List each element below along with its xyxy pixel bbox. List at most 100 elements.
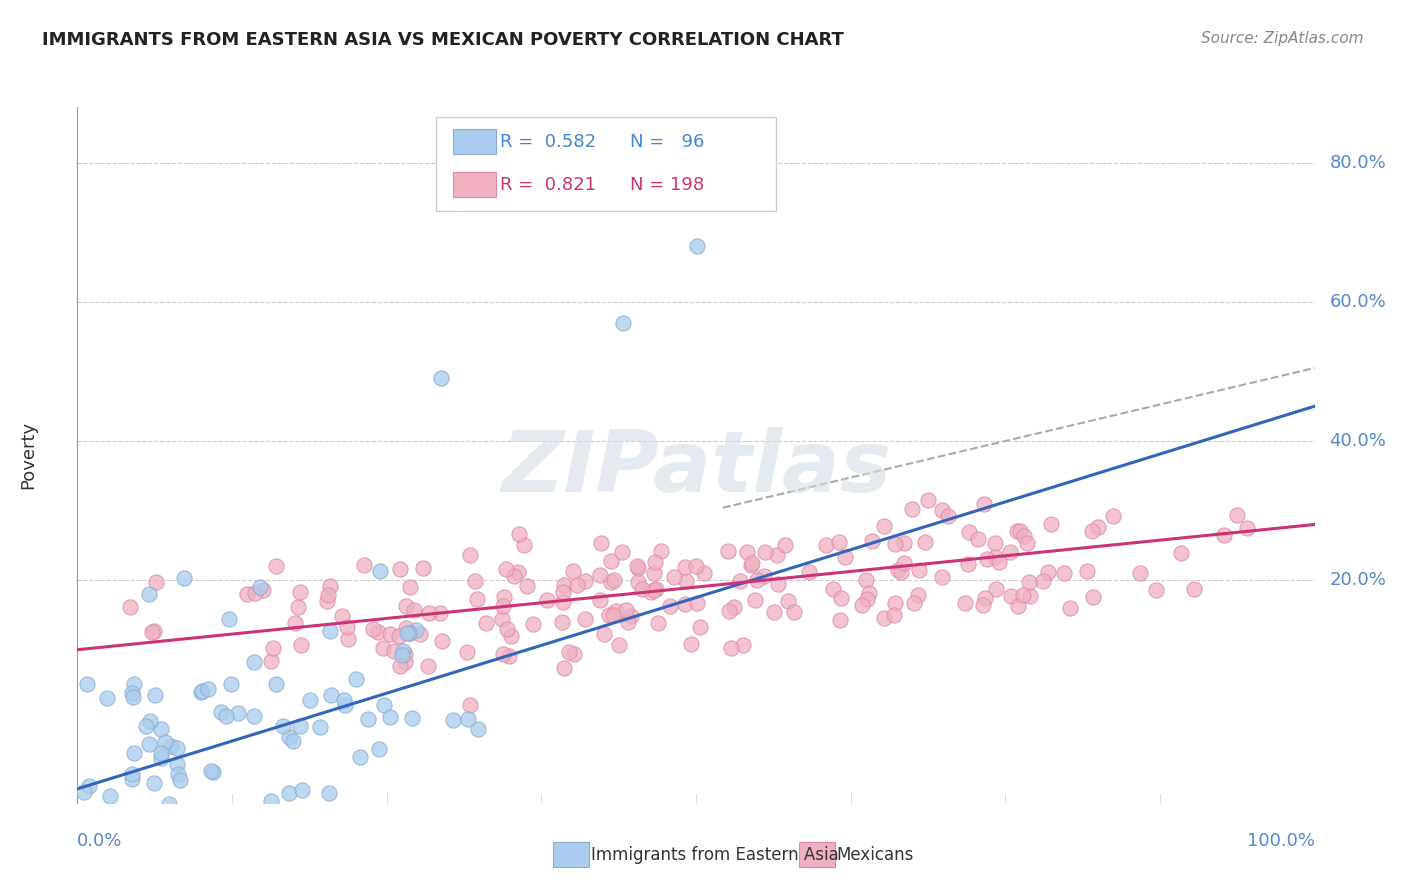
FancyBboxPatch shape bbox=[454, 129, 495, 154]
Point bbox=[1182, 582, 1205, 597]
Point bbox=[614, 603, 637, 617]
Point bbox=[720, 641, 742, 656]
Point bbox=[112, 853, 135, 867]
Point bbox=[498, 649, 520, 664]
Point bbox=[814, 538, 837, 552]
Text: N =   96: N = 96 bbox=[630, 133, 704, 151]
Point bbox=[1059, 601, 1081, 615]
Point bbox=[73, 836, 96, 850]
Point bbox=[603, 574, 626, 588]
Point bbox=[243, 709, 266, 723]
Point bbox=[86, 835, 108, 849]
Point bbox=[388, 562, 411, 576]
Point bbox=[367, 624, 389, 639]
Point bbox=[689, 620, 711, 634]
Point bbox=[589, 593, 612, 607]
Point bbox=[593, 627, 616, 641]
Point bbox=[236, 587, 259, 601]
Point bbox=[553, 584, 575, 599]
Point bbox=[887, 563, 910, 577]
Point bbox=[335, 698, 357, 712]
Point bbox=[914, 535, 936, 549]
Point bbox=[591, 535, 613, 549]
Point bbox=[76, 677, 98, 691]
Point bbox=[336, 831, 359, 846]
Point bbox=[226, 706, 249, 720]
Point bbox=[75, 863, 97, 877]
Point bbox=[551, 615, 574, 629]
Point bbox=[368, 742, 391, 756]
Point bbox=[124, 869, 146, 883]
Point bbox=[598, 607, 620, 622]
Point bbox=[643, 566, 665, 581]
Point bbox=[124, 677, 146, 691]
Point bbox=[1212, 528, 1234, 542]
Text: R =  0.582: R = 0.582 bbox=[501, 133, 596, 151]
Text: IMMIGRANTS FROM EASTERN ASIA VS MEXICAN POVERTY CORRELATION CHART: IMMIGRANTS FROM EASTERN ASIA VS MEXICAN … bbox=[42, 31, 844, 49]
Point bbox=[492, 599, 515, 614]
Text: R =  0.821: R = 0.821 bbox=[501, 176, 596, 194]
Point bbox=[294, 854, 316, 868]
Point bbox=[931, 503, 953, 517]
Point bbox=[315, 594, 337, 608]
Point bbox=[398, 626, 420, 640]
Point bbox=[1000, 545, 1022, 559]
Point bbox=[262, 640, 284, 655]
Point bbox=[118, 599, 141, 614]
Text: 20.0%: 20.0% bbox=[1330, 571, 1386, 589]
Point bbox=[1226, 508, 1249, 522]
Point bbox=[398, 625, 420, 640]
Point bbox=[513, 538, 536, 552]
Point bbox=[679, 637, 702, 651]
Point bbox=[73, 784, 96, 798]
Point bbox=[1053, 566, 1076, 580]
Point bbox=[612, 316, 634, 330]
Point bbox=[122, 690, 145, 705]
Point bbox=[380, 627, 402, 641]
Point bbox=[610, 545, 633, 559]
Text: Poverty: Poverty bbox=[18, 421, 37, 489]
Point bbox=[264, 558, 287, 573]
Point bbox=[284, 616, 307, 631]
Text: 40.0%: 40.0% bbox=[1330, 432, 1386, 450]
Point bbox=[645, 582, 668, 596]
Point bbox=[492, 647, 515, 661]
Point bbox=[191, 684, 214, 698]
Point bbox=[496, 622, 519, 636]
Point bbox=[675, 574, 697, 589]
Point bbox=[211, 705, 233, 719]
Point bbox=[173, 571, 195, 585]
Point bbox=[605, 604, 627, 618]
Point bbox=[1081, 591, 1104, 605]
Point bbox=[600, 554, 623, 568]
Point bbox=[98, 789, 121, 803]
Point bbox=[318, 786, 340, 800]
Point bbox=[956, 557, 979, 571]
Point bbox=[190, 684, 212, 698]
Point bbox=[627, 574, 650, 589]
Point bbox=[429, 606, 451, 620]
Point bbox=[291, 782, 314, 797]
Point bbox=[395, 626, 418, 640]
Point bbox=[394, 647, 416, 661]
Point bbox=[495, 562, 517, 576]
Point bbox=[536, 592, 558, 607]
Point bbox=[873, 519, 896, 533]
Point bbox=[252, 582, 274, 597]
Point bbox=[299, 693, 322, 707]
Point bbox=[491, 612, 513, 626]
Point bbox=[574, 574, 596, 588]
Point bbox=[243, 586, 266, 600]
Point bbox=[884, 596, 907, 610]
Point bbox=[860, 533, 883, 548]
Point bbox=[522, 616, 544, 631]
Point bbox=[388, 629, 411, 643]
Point bbox=[516, 579, 538, 593]
Point bbox=[783, 606, 806, 620]
Point bbox=[316, 588, 339, 602]
Point bbox=[202, 818, 225, 832]
Point bbox=[457, 713, 479, 727]
Point bbox=[1008, 524, 1031, 538]
Point bbox=[139, 714, 162, 728]
Point bbox=[752, 569, 775, 583]
